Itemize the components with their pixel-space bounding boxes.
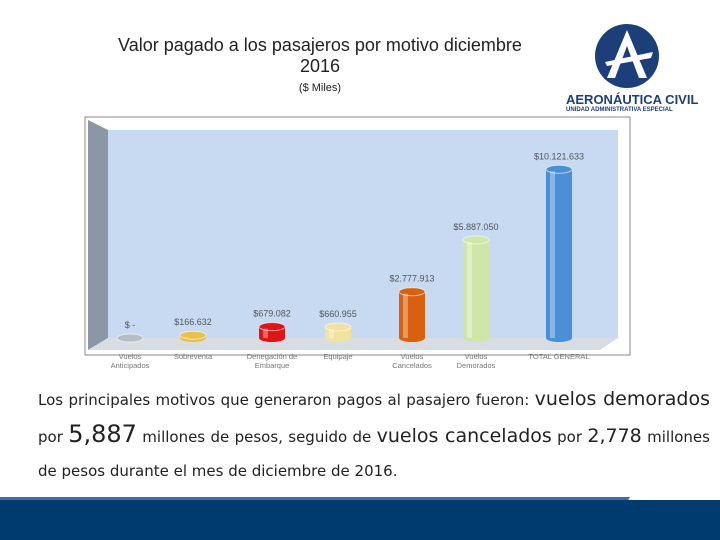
- logo-mark: [595, 24, 659, 88]
- x-tick-label: Equipaje: [323, 352, 353, 361]
- text-segment: millones de pesos,: [136, 428, 289, 446]
- bar: [462, 235, 490, 342]
- side-wall: [88, 120, 108, 350]
- bar-shine: [263, 328, 268, 338]
- bar-body: [259, 326, 285, 338]
- text-segment: millones de pesos durante el mes de dici…: [38, 428, 710, 480]
- x-tick-label: Vuelos Cancelados: [392, 352, 432, 370]
- bar-shine: [403, 293, 408, 338]
- text-segment: vuelos demorados: [534, 388, 710, 410]
- bar: [258, 322, 286, 342]
- x-tick-label: Vuelos Demorados: [456, 352, 496, 370]
- bar-top: [398, 287, 426, 297]
- footer-band: [0, 500, 720, 540]
- bar-shine: [329, 328, 334, 338]
- value-label: $660.955: [319, 309, 357, 319]
- bar-body: [546, 169, 572, 338]
- text-segment: Los principales motivos que generaron pa…: [38, 391, 535, 409]
- x-tick-label: Vuelos Anticipados: [110, 352, 150, 370]
- value-label: $2.777.913: [389, 274, 434, 284]
- floor: [88, 338, 618, 350]
- value-label: $10.121.633: [534, 151, 584, 161]
- bar-bottom: [325, 334, 351, 342]
- chart-subtitle: ($ Miles): [298, 82, 342, 94]
- bar-top: [179, 330, 207, 340]
- paragraph: Los principales motivos que generaron pa…: [38, 382, 710, 488]
- chart: $ - $166.632 $679.082 $660.955 $2.777.913 $5.…: [84, 116, 631, 356]
- bar-top: [462, 235, 490, 245]
- bar: [545, 164, 573, 342]
- text-segment: 5,887: [68, 420, 137, 448]
- back-wall: [108, 130, 618, 338]
- bar: [179, 330, 207, 342]
- bar: [324, 322, 352, 342]
- bar-bottom: [259, 334, 285, 342]
- chart-title: Valor pagado a los pasajeros por motivo …: [118, 35, 522, 76]
- text-segment: por: [551, 428, 588, 446]
- text-segment: por: [38, 428, 69, 446]
- bar-top: [116, 333, 144, 343]
- logo-tagline: UNIDAD ADMINISTRATIVA ESPECIAL: [566, 107, 673, 113]
- x-tick-label: Denegación de Embarque: [246, 352, 298, 370]
- text-segment: vuelos cancelados: [376, 425, 552, 447]
- value-label: $5.887.050: [453, 222, 498, 232]
- value-label: $166.632: [174, 317, 212, 327]
- bar: [116, 333, 144, 343]
- bar-top: [545, 164, 573, 174]
- value-label: $679.082: [253, 309, 291, 319]
- bar-bottom: [399, 334, 425, 342]
- bar-body: [463, 239, 489, 338]
- logo-name: AERONÁUTICA CIVIL: [566, 92, 699, 107]
- bar-bottom: [463, 334, 489, 342]
- bar-top: [258, 322, 286, 332]
- bar-shine: [550, 171, 555, 338]
- text-segment: seguido de: [288, 428, 377, 446]
- bar: [398, 287, 426, 342]
- text-segment: 2,778: [587, 425, 642, 447]
- bar-shine: [184, 337, 189, 338]
- x-tick-label: Sobreventa: [173, 352, 213, 361]
- bar-body: [325, 326, 351, 338]
- bar-top: [324, 322, 352, 332]
- bar-body: [399, 291, 425, 338]
- bar-bottom: [546, 334, 572, 342]
- x-tick-label: TOTAL GENERAL: [528, 352, 590, 361]
- value-label: $ -: [125, 320, 136, 330]
- bar-shine: [467, 241, 472, 338]
